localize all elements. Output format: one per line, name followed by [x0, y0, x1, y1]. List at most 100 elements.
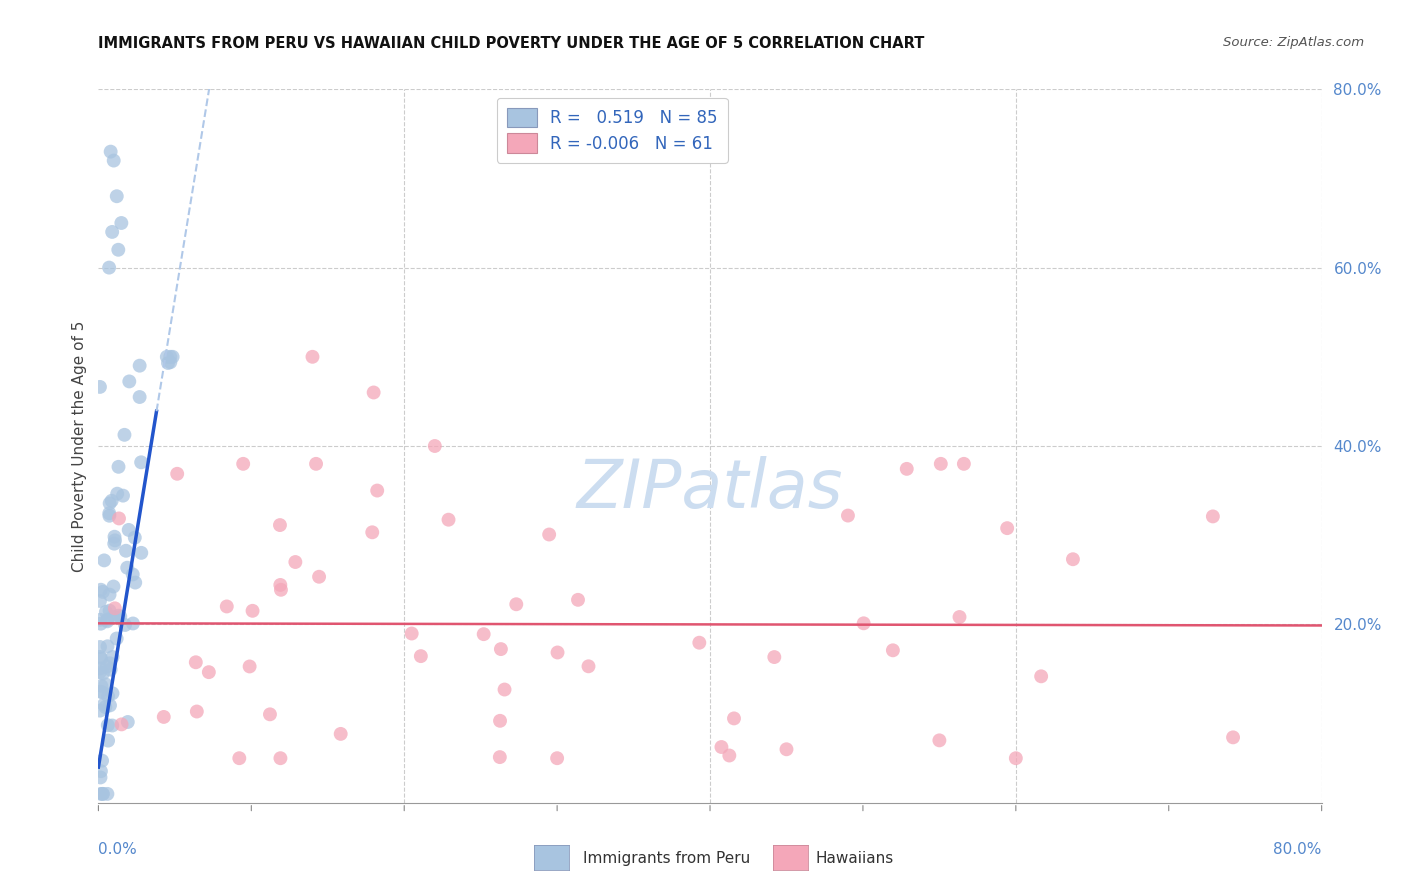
Point [97, 690, 120, 704]
Point [122, 616, 145, 631]
Legend: R =   0.519   N = 85, R = -0.006   N = 61: R = 0.519 N = 85, R = -0.006 N = 61 [496, 97, 727, 162]
Text: Hawaiians: Hawaiians [815, 851, 894, 865]
Point [98, 698, 121, 713]
Text: Source: ZipAtlas.com: Source: ZipAtlas.com [1223, 36, 1364, 49]
Point [953, 457, 976, 471]
Point [107, 243, 129, 257]
Point [115, 543, 138, 558]
Y-axis label: Child Poverty Under the Age of 5: Child Poverty Under the Age of 5 [72, 320, 87, 572]
Point [89, 665, 111, 679]
Point [928, 733, 950, 747]
Point [184, 655, 207, 669]
Point [91, 585, 114, 599]
Point [105, 189, 128, 203]
Point [103, 530, 125, 544]
Point [129, 455, 152, 469]
Text: Immigrants from Peru: Immigrants from Peru [583, 851, 751, 865]
Point [91, 685, 114, 699]
Point [124, 575, 146, 590]
Point [505, 597, 527, 611]
Point [269, 578, 291, 592]
Point [101, 225, 124, 239]
Point [110, 717, 132, 731]
Point [308, 570, 330, 584]
Point [103, 537, 125, 551]
Point [91, 754, 114, 768]
Point [107, 459, 129, 474]
Point [91, 666, 114, 681]
Point [882, 643, 904, 657]
Point [105, 486, 128, 500]
Point [98, 260, 121, 275]
Point [94, 677, 117, 691]
Point [239, 659, 262, 673]
Point [103, 580, 125, 594]
Point [763, 650, 786, 665]
Point [363, 385, 385, 400]
Point [152, 710, 174, 724]
Point [718, 748, 741, 763]
Point [284, 555, 307, 569]
Point [91, 787, 114, 801]
Point [401, 626, 423, 640]
Point [96, 613, 118, 627]
Point [472, 627, 495, 641]
Point [101, 718, 124, 732]
Point [90, 616, 112, 631]
Point [89, 662, 111, 676]
Point [114, 427, 136, 442]
Point [128, 359, 150, 373]
Point [366, 483, 388, 498]
Point [98, 506, 121, 520]
Point [97, 718, 120, 732]
Point [110, 609, 132, 624]
Point [156, 356, 179, 370]
Point [91, 787, 114, 801]
Text: 0.0%: 0.0% [98, 842, 138, 857]
Point [100, 663, 122, 677]
Point [89, 380, 111, 394]
Point [89, 640, 111, 654]
Point [688, 636, 710, 650]
Point [129, 546, 152, 560]
Point [97, 733, 120, 747]
Point [538, 527, 561, 541]
Point [166, 467, 188, 481]
Point [101, 650, 124, 665]
Point [232, 457, 254, 471]
Point [117, 714, 139, 729]
Point [90, 651, 112, 665]
Point [104, 601, 127, 615]
Point [995, 521, 1018, 535]
Point [100, 493, 122, 508]
Point [159, 355, 181, 369]
Text: 80.0%: 80.0% [1274, 842, 1322, 857]
Text: ZIPatlas: ZIPatlas [576, 456, 844, 522]
Point [488, 750, 510, 764]
Point [114, 618, 136, 632]
Point [710, 739, 733, 754]
Point [547, 645, 569, 659]
Point [100, 145, 122, 159]
Point [108, 511, 131, 525]
Point [98, 657, 121, 671]
Point [228, 751, 250, 765]
Point [437, 513, 460, 527]
Point [104, 533, 127, 548]
Point [89, 771, 111, 785]
Point [852, 616, 875, 631]
Point [423, 439, 446, 453]
Point [105, 632, 128, 646]
Point [1202, 509, 1225, 524]
Point [305, 457, 328, 471]
Point [929, 457, 952, 471]
Point [270, 582, 292, 597]
Point [118, 375, 141, 389]
Point [1004, 751, 1026, 765]
Point [110, 216, 132, 230]
Point [94, 605, 117, 619]
Point [1031, 669, 1053, 683]
Text: IMMIGRANTS FROM PERU VS HAWAIIAN CHILD POVERTY UNDER THE AGE OF 5 CORRELATION CH: IMMIGRANTS FROM PERU VS HAWAIIAN CHILD P… [98, 36, 925, 51]
Point [775, 742, 797, 756]
Point [94, 700, 117, 714]
